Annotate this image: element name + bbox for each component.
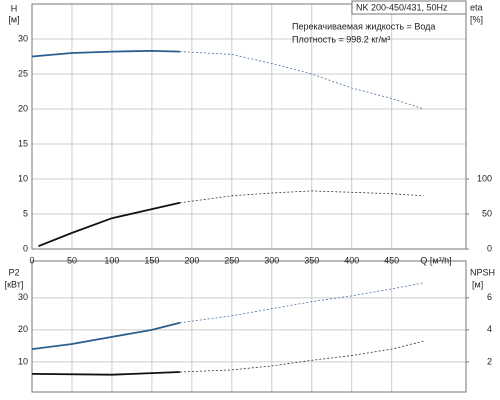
y-tick-label: 0	[23, 243, 28, 253]
curve	[179, 51, 424, 110]
y-tick-label: 10	[18, 173, 28, 183]
curve	[38, 201, 181, 248]
y2-unit: [м]	[472, 279, 483, 289]
y-tick-label: 30	[18, 292, 28, 302]
x-tick-label: 200	[184, 255, 199, 265]
y-tick-label: 15	[18, 138, 28, 148]
x-tick-label: 450	[384, 255, 399, 265]
y-tick-label: 30	[18, 33, 28, 43]
y-tick-label: 10	[18, 356, 28, 366]
top-plot-frame	[31, 3, 467, 250]
y-unit: [м]	[8, 14, 19, 24]
title-box	[351, 0, 467, 15]
y-label: P2	[8, 267, 19, 277]
x-tick-label: 400	[344, 255, 359, 265]
x-tick-label: 300	[264, 255, 279, 265]
curve	[179, 340, 424, 373]
curve	[31, 321, 181, 350]
y2-tick-label: 6	[487, 292, 492, 302]
y-tick-label: 5	[23, 208, 28, 218]
chart-title: NK 200-450/431, 50Hz	[356, 2, 448, 12]
x-tick-label: 250	[224, 255, 239, 265]
y-tick-label: 25	[18, 68, 28, 78]
x-tick-label: 100	[104, 255, 119, 265]
density-note: Плотность = 998.2 кг/м³	[292, 34, 390, 44]
y2-tick-label: 2	[487, 356, 492, 366]
y2-label: NPSH	[470, 267, 495, 277]
y2-unit: [%]	[470, 14, 483, 24]
y2-tick-label: 50	[482, 208, 492, 218]
bottom-plot-frame	[31, 260, 467, 393]
y2-label: eta	[470, 2, 483, 12]
curve	[179, 282, 424, 324]
y2-tick-label: 0	[487, 243, 492, 253]
y-tick-label: 20	[18, 324, 28, 334]
curve	[179, 190, 424, 204]
curve	[31, 49, 180, 58]
x-tick-label: 0	[29, 255, 34, 265]
x-tick-label: 50	[67, 255, 77, 265]
y2-tick-label: 4	[487, 324, 492, 334]
y-label: H	[11, 3, 18, 13]
x-tick-label: 350	[304, 255, 319, 265]
y-unit: [кВт]	[5, 279, 24, 289]
x-label: Q [м³/h]	[420, 255, 451, 265]
fluid-note: Перекачиваемая жидкость = Вода	[292, 21, 435, 31]
y2-tick-label: 100	[477, 173, 492, 183]
x-tick-label: 150	[144, 255, 159, 265]
y-tick-label: 20	[18, 103, 28, 113]
curve	[31, 371, 180, 376]
